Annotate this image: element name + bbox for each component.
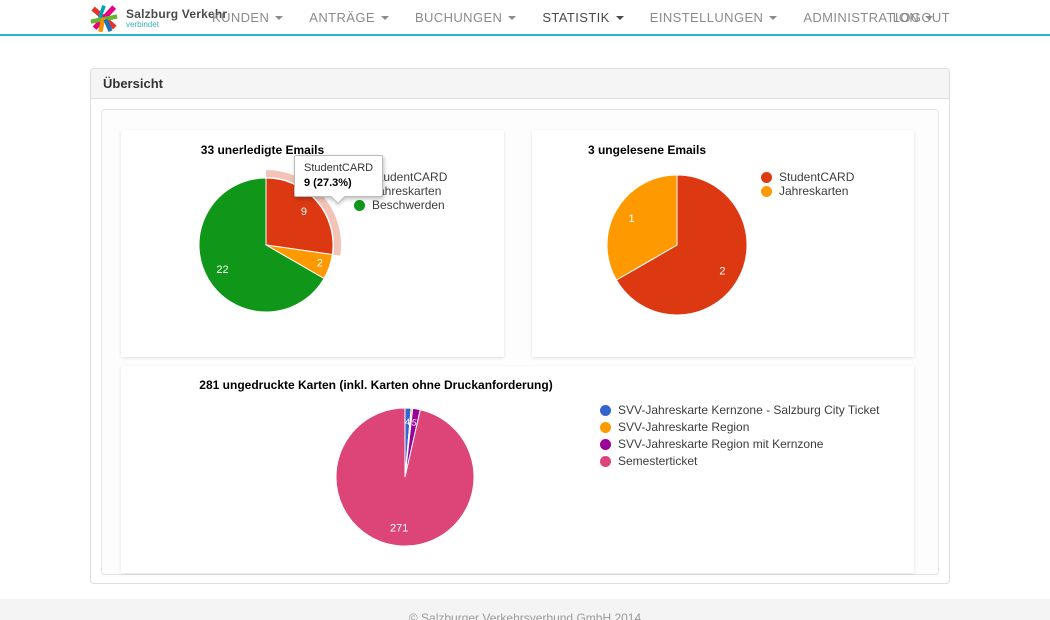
pie-slices[interactable]: 21	[602, 170, 752, 320]
chart-title: 281 ungedruckte Karten (inkl. Karten ohn…	[199, 378, 553, 392]
tooltip-category: StudentCARD	[304, 162, 374, 174]
svg-text:5: 5	[411, 417, 418, 428]
chart-title: 3 ungelesene Emails	[587, 143, 707, 157]
legend-dot	[354, 199, 365, 211]
nav-item-kunden[interactable]: KUNDEN	[212, 10, 284, 25]
legend-item: SVV-Jahreskarte Kernzone - Salzburg City…	[600, 403, 879, 417]
chevron-down-icon	[615, 16, 624, 20]
chart-tooltip: StudentCARD 9 (27.3%)	[294, 155, 384, 205]
legend-item: StudentCARD	[761, 170, 854, 184]
legend-item: SVV-Jahreskarte Region	[600, 420, 879, 434]
panel-body: 33 unerledigte Emails 9 2 22 StudentCARD J…	[91, 99, 949, 584]
svg-text:2: 2	[719, 265, 725, 277]
nav-item-antraege[interactable]: ANTRÄGE	[309, 10, 389, 25]
chart-card-unerledigte-emails: 33 unerledigte Emails 9 2 22 StudentCARD J…	[121, 130, 504, 357]
legend-item: SVV-Jahreskarte Region mit Kernzone	[600, 437, 879, 451]
charts-container: 33 unerledigte Emails 9 2 22 StudentCARD J…	[101, 109, 939, 575]
legend-dot	[761, 185, 772, 197]
svg-text:271: 271	[390, 522, 408, 534]
chart-legend: SVV-Jahreskarte Kernzone - Salzburg City…	[600, 403, 879, 468]
brand-subtitle: verbindet	[126, 19, 159, 29]
salzburg-verkehr-logo-icon	[90, 5, 118, 33]
copyright-text: © Salzburger Verkehrsverbund GmbH 2014	[408, 611, 642, 620]
chevron-down-icon	[275, 16, 284, 20]
svg-text:4: 4	[405, 417, 410, 427]
legend-dot	[600, 455, 611, 467]
brand-logo[interactable]: Salzburg Verkehr verbindet	[88, 2, 227, 34]
nav-menu: KUNDEN ANTRÄGE BUCHUNGEN STATISTIK EINST…	[212, 0, 934, 34]
legend-item: Beschwerden	[354, 198, 447, 212]
svg-text:22: 22	[216, 264, 228, 276]
panel-title: Übersicht	[91, 69, 949, 99]
nav-item-buchungen[interactable]: BUCHUNGEN	[415, 10, 517, 25]
nav-item-statistik[interactable]: STATISTIK	[542, 10, 624, 25]
legend-dot	[600, 404, 611, 416]
legend-dot	[600, 421, 611, 433]
legend-dot	[600, 438, 611, 450]
nav-item-administration[interactable]: ADMINISTRATION	[803, 10, 934, 25]
logout-button[interactable]: LOGOUT	[892, 9, 950, 25]
brand-title: Salzburg Verkehr	[126, 6, 228, 21]
svg-text:2: 2	[317, 258, 323, 270]
legend-dot	[761, 171, 772, 183]
pie-slices[interactable]: 4 5 271	[330, 402, 480, 552]
chart-card-ungedruckte-karten: 281 ungedruckte Karten (inkl. Karten ohn…	[121, 366, 914, 573]
chevron-down-icon	[925, 16, 934, 20]
chevron-down-icon	[380, 16, 389, 20]
svg-text:1: 1	[628, 213, 634, 225]
legend-item: Semesterticket	[600, 454, 879, 468]
svg-text:9: 9	[301, 206, 307, 218]
chart-title: 33 unerledigte Emails	[200, 143, 325, 157]
chevron-down-icon	[508, 16, 517, 20]
top-navbar: Salzburg Verkehr verbindet KUNDEN ANTRÄG…	[0, 0, 1050, 36]
chart-legend: StudentCARD Jahreskarten	[761, 170, 854, 198]
pie-chart-unerledigte-emails[interactable]: 9 2 22	[191, 170, 341, 325]
nav-item-einstellungen[interactable]: EINSTELLUNGEN	[650, 10, 778, 25]
page-footer: © Salzburger Verkehrsverbund GmbH 2014	[0, 599, 1050, 620]
legend-item: Jahreskarten	[761, 184, 854, 198]
tooltip-value: 9 (27.3%)	[304, 177, 352, 189]
chevron-down-icon	[769, 16, 778, 20]
uebersicht-panel: Übersicht 33 unerledigte Emails 9 2 22 Stu…	[90, 68, 950, 584]
pie-chart-ungedruckte-karten[interactable]: 4 5 271	[330, 402, 480, 557]
